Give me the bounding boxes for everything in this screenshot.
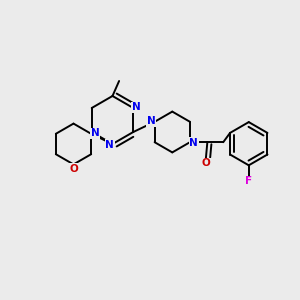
Text: N: N bbox=[132, 102, 141, 112]
Text: N: N bbox=[91, 128, 99, 138]
Text: N: N bbox=[105, 140, 114, 150]
Text: O: O bbox=[69, 164, 78, 174]
Text: F: F bbox=[245, 176, 252, 186]
Text: N: N bbox=[147, 116, 155, 126]
Text: O: O bbox=[202, 158, 210, 168]
Text: N: N bbox=[190, 138, 198, 148]
